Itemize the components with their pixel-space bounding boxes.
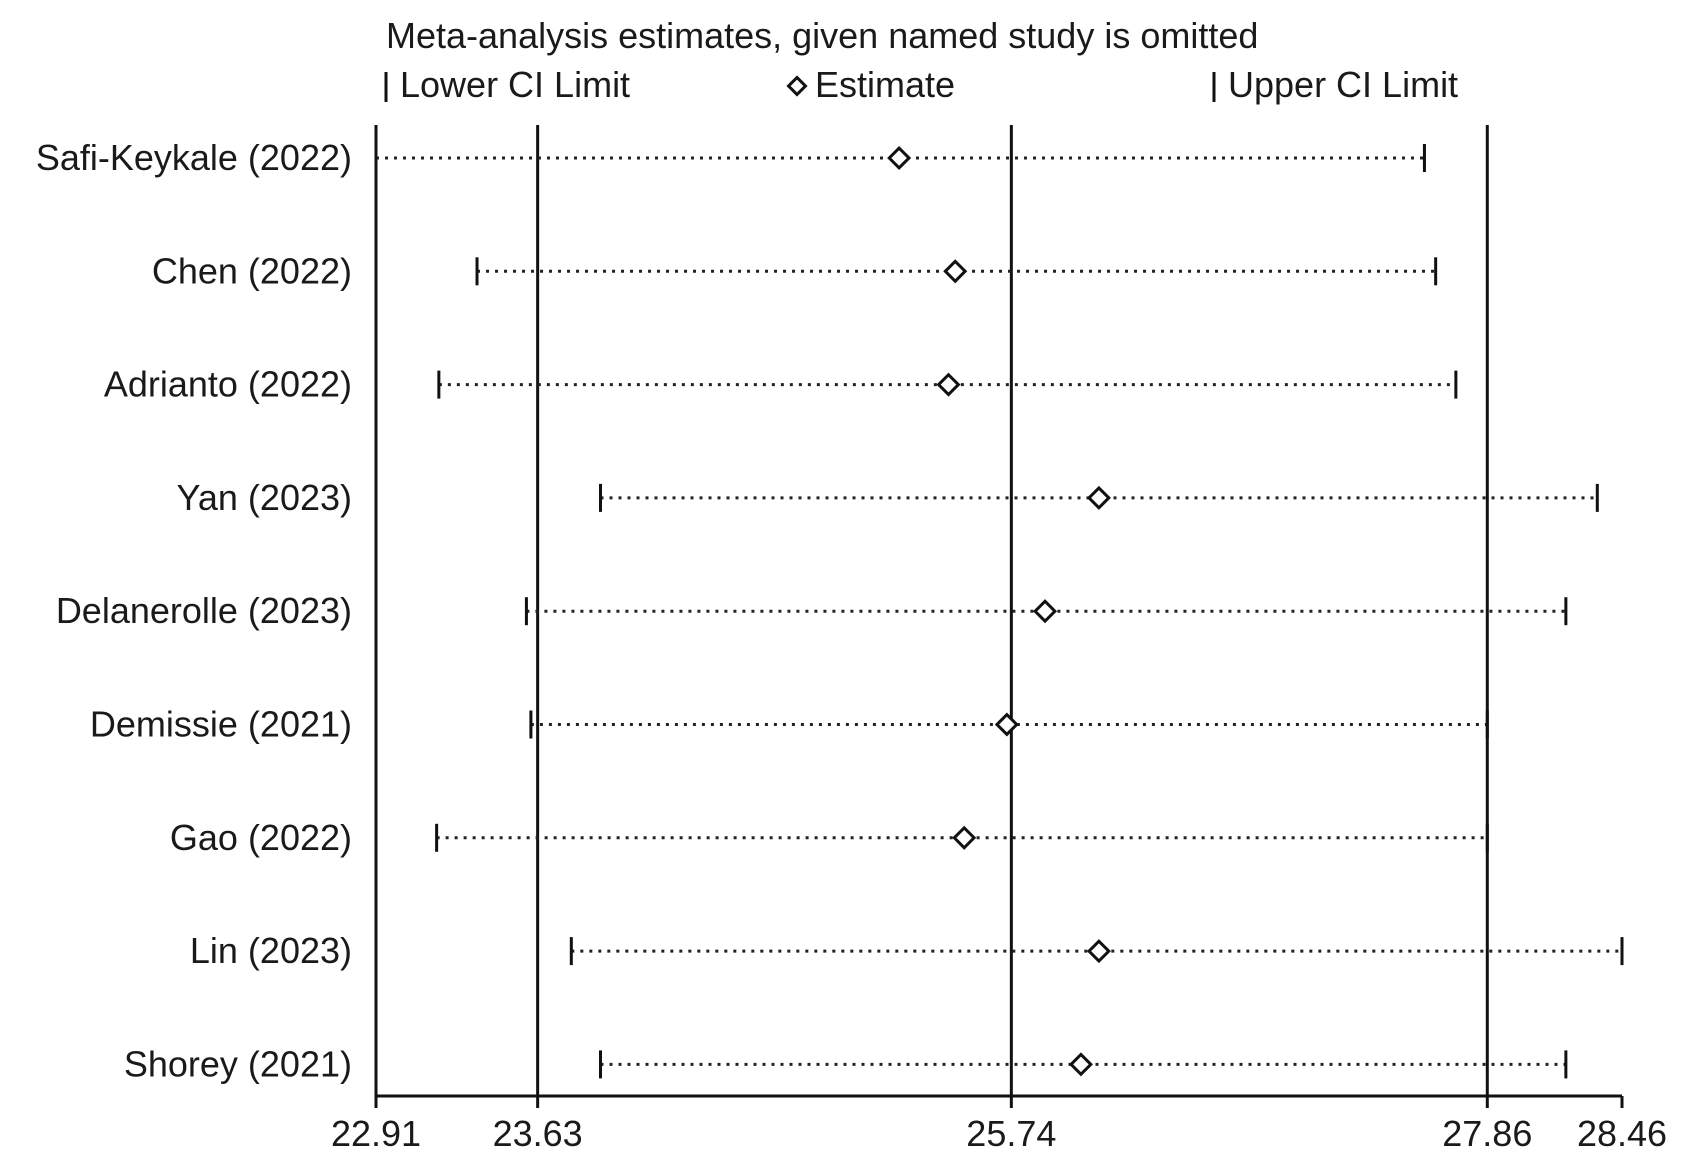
study-row: Shorey (2021)	[124, 1043, 1568, 1084]
study-rows: Safi-Keykale (2022) Chen (2022) Adrianto (…	[36, 137, 1624, 1084]
study-label: Delanerolle (2023)	[56, 590, 352, 631]
estimate-marker	[1086, 939, 1111, 964]
chart-title: Meta-analysis estimates, given named stu…	[386, 15, 1258, 56]
estimate-marker	[936, 372, 961, 397]
study-label: Safi-Keykale (2022)	[36, 137, 352, 178]
study-label: Lin (2023)	[190, 930, 352, 971]
study-label: Chen (2022)	[152, 250, 352, 291]
study-row: Delanerolle (2023)	[56, 590, 1568, 631]
x-tick-label: 27.86	[1442, 1113, 1532, 1154]
legend-estimate-label: Estimate	[815, 64, 955, 105]
study-label: Gao (2022)	[170, 817, 352, 858]
study-label: Shorey (2021)	[124, 1043, 352, 1084]
estimate-marker	[952, 825, 977, 850]
estimate-marker	[887, 145, 912, 171]
reference-lines	[374, 125, 1489, 1096]
legend: Lower CI Limit Estimate Upper CI Limit	[384, 64, 1458, 105]
study-row: Safi-Keykale (2022)	[36, 137, 1426, 178]
legend-lower-label: Lower CI Limit	[400, 64, 630, 105]
x-axis: 22.91 23.63 25.74 27.86 28.46	[331, 1094, 1667, 1154]
x-tick-label: 22.91	[331, 1113, 421, 1154]
legend-estimate-diamond-icon	[786, 75, 808, 97]
study-row: Demissie (2021)	[90, 704, 1489, 745]
study-label: Adrianto (2022)	[104, 364, 352, 405]
study-row: Yan (2023)	[177, 477, 1599, 518]
x-tick-label: 28.46	[1577, 1113, 1667, 1154]
estimate-marker	[1033, 599, 1058, 624]
study-row: Lin (2023)	[190, 930, 1624, 971]
study-row: Chen (2022)	[152, 250, 1438, 291]
estimate-marker	[943, 259, 968, 284]
estimate-marker	[1086, 485, 1111, 510]
study-row: Adrianto (2022)	[104, 364, 1458, 405]
estimate-marker	[1068, 1052, 1093, 1077]
estimate-marker	[994, 712, 1019, 737]
x-tick-label: 23.63	[493, 1113, 583, 1154]
study-label: Demissie (2021)	[90, 704, 352, 745]
study-row: Gao (2022)	[170, 817, 1489, 858]
study-label: Yan (2023)	[177, 477, 352, 518]
legend-upper-label: Upper CI Limit	[1228, 64, 1458, 105]
x-tick-label: 25.74	[966, 1113, 1056, 1154]
